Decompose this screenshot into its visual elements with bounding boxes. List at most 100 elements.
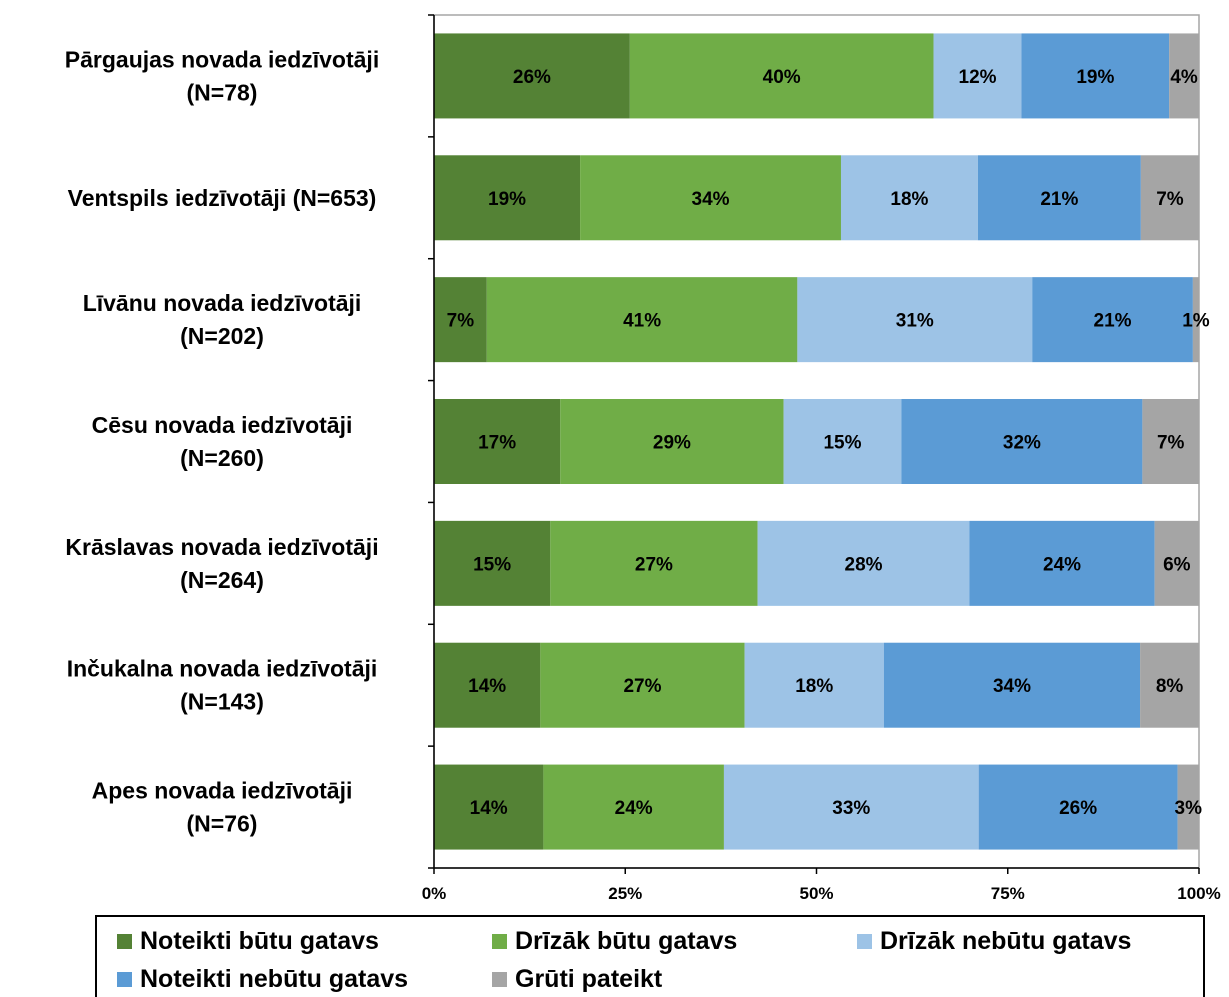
bar-segment <box>540 642 745 728</box>
legend-swatch <box>492 972 507 987</box>
category-label: Cēsu novada iedzīvotāji <box>92 412 353 438</box>
legend-label: Grūti pateikt <box>515 965 663 993</box>
bar-segment <box>1154 520 1199 606</box>
bar-segment <box>560 399 784 484</box>
category-label: (N=260) <box>180 445 264 471</box>
bar-segment <box>434 277 487 363</box>
category-label: Inčukalna novada iedzīvotāji <box>67 656 378 682</box>
data-label: 31% <box>896 311 934 332</box>
bar-segment <box>783 399 902 484</box>
x-tick-label: 50% <box>799 884 833 903</box>
bar-segment <box>744 642 884 728</box>
data-label: 24% <box>615 798 653 819</box>
bar-segment <box>629 33 934 119</box>
legend-item: Drīzāk nebūtu gatavs <box>857 927 1131 956</box>
bar-segment <box>901 399 1143 484</box>
bar-segment <box>1140 642 1199 728</box>
data-label: 7% <box>1156 189 1184 210</box>
x-tick-label: 100% <box>1177 884 1220 903</box>
data-label: 26% <box>1059 798 1097 819</box>
data-label: 27% <box>635 554 673 575</box>
legend-item: Noteikti nebūtu gatavs <box>117 965 408 994</box>
bar-segment <box>1192 277 1199 363</box>
bar-segment <box>883 642 1141 728</box>
bar-segment <box>723 764 979 850</box>
data-label: 8% <box>1156 676 1184 697</box>
data-label: 4% <box>1170 67 1198 88</box>
bar-segment <box>434 642 541 728</box>
data-label: 14% <box>468 676 506 697</box>
stacked-bar-chart: 26% 40% 12% 19% 4% 19% 34% 18% 21% 7% 7% 41% 31% 21% 1… <box>65 14 1221 903</box>
bar-segment <box>1177 764 1199 850</box>
data-label: 1% <box>1182 311 1210 332</box>
data-label: 26% <box>513 67 551 88</box>
bar-segment <box>434 155 581 241</box>
x-tick-label: 25% <box>608 884 642 903</box>
data-label: 14% <box>470 798 508 819</box>
bar-segment <box>434 520 551 606</box>
legend-swatch <box>117 934 132 949</box>
bar-segment <box>757 520 970 606</box>
data-label: 34% <box>692 189 730 210</box>
category-label: (N=202) <box>180 323 264 349</box>
legend-label: Drīzāk nebūtu gatavs <box>880 927 1132 955</box>
bar-segment <box>840 155 978 241</box>
legend-swatch <box>492 934 507 949</box>
legend: Noteikti būtu gatavs Drīzāk būtu gatavs Dr… <box>95 915 1205 997</box>
bar-segment <box>580 155 841 241</box>
category-label: (N=143) <box>180 689 264 715</box>
legend-item: Grūti pateikt <box>492 965 662 994</box>
x-tick-label: 0% <box>422 884 447 903</box>
data-label: 17% <box>478 433 516 454</box>
bar-segment <box>1021 33 1170 119</box>
data-label: 28% <box>845 554 883 575</box>
x-tick-label: 75% <box>991 884 1025 903</box>
data-label: 40% <box>763 67 801 88</box>
data-label: 18% <box>890 189 928 210</box>
bar-segment <box>969 520 1155 606</box>
category-label: Līvānu novada iedzīvotāji <box>83 290 362 316</box>
bar-segment <box>933 33 1022 119</box>
category-labels: Pārgaujas novada iedzīvotāji (N=78) Ventsp… <box>65 46 379 836</box>
data-label: 33% <box>832 798 870 819</box>
data-label: 21% <box>1094 311 1132 332</box>
bar-segment <box>486 277 798 363</box>
category-label: Ventspils iedzīvotāji (N=653) <box>68 185 377 211</box>
bar-segment <box>1032 277 1193 363</box>
bar-segment <box>543 764 724 850</box>
bar-segment <box>797 277 1033 363</box>
bar-segment <box>550 520 758 606</box>
data-label: 32% <box>1003 433 1041 454</box>
bars-group: 26% 40% 12% 19% 4% 19% 34% 18% 21% 7% 7% 41% 31% 21% 1… <box>434 33 1210 850</box>
category-label: (N=264) <box>180 567 264 593</box>
bar-segment <box>434 399 561 484</box>
legend-label: Noteikti būtu gatavs <box>140 927 379 955</box>
data-label: 7% <box>447 311 475 332</box>
data-label: 27% <box>623 676 661 697</box>
category-label: Apes novada iedzīvotāji <box>92 778 353 804</box>
data-label: 19% <box>1076 67 1114 88</box>
data-label: 18% <box>795 676 833 697</box>
category-label: (N=76) <box>187 811 258 837</box>
data-label: 21% <box>1040 189 1078 210</box>
legend-label: Noteikti nebūtu gatavs <box>140 965 409 993</box>
legend-item: Noteikti būtu gatavs <box>117 927 379 956</box>
category-label: Krāslavas novada iedzīvotāji <box>65 534 378 560</box>
bar-segment <box>1142 399 1199 484</box>
category-label: Pārgaujas novada iedzīvotāji <box>65 46 379 72</box>
bar-segment <box>434 764 544 850</box>
legend-item: Drīzāk būtu gatavs <box>492 927 737 956</box>
data-label: 6% <box>1163 554 1191 575</box>
legend-label: Drīzāk būtu gatavs <box>515 927 738 955</box>
bar-segment <box>977 155 1141 241</box>
data-label: 12% <box>959 67 997 88</box>
data-label: 7% <box>1157 433 1185 454</box>
bar-segment <box>434 33 630 119</box>
data-label: 34% <box>993 676 1031 697</box>
bar-segment <box>978 764 1178 850</box>
legend-swatch <box>117 972 132 987</box>
data-label: 3% <box>1175 798 1203 819</box>
bar-segment <box>1169 33 1199 119</box>
data-label: 29% <box>653 433 691 454</box>
axes-group: 0% 25% 50% 75% 100% <box>422 14 1221 903</box>
